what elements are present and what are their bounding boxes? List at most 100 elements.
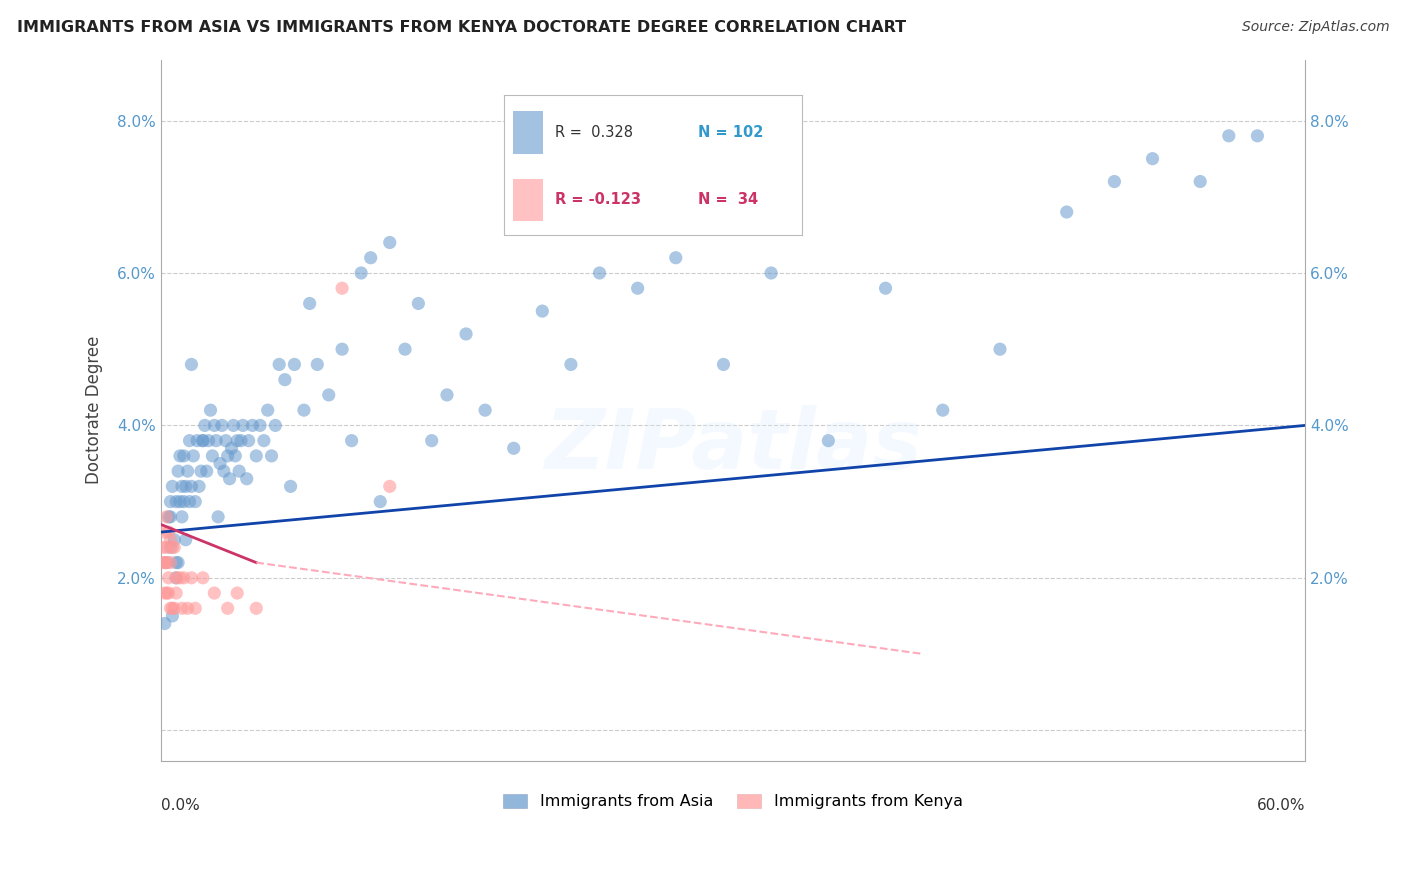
Point bbox=[205, 434, 228, 448]
Point bbox=[249, 418, 271, 433]
Point bbox=[188, 479, 211, 493]
Point bbox=[360, 251, 382, 265]
Point bbox=[209, 457, 232, 471]
Point bbox=[212, 464, 235, 478]
Point bbox=[340, 434, 363, 448]
Point bbox=[394, 342, 416, 356]
Point bbox=[162, 479, 184, 493]
Text: ZIPatlas: ZIPatlas bbox=[544, 405, 922, 486]
Point bbox=[1218, 128, 1240, 143]
Point bbox=[191, 434, 214, 448]
Point bbox=[167, 464, 190, 478]
Point bbox=[194, 418, 217, 433]
Point bbox=[420, 434, 443, 448]
Point bbox=[165, 586, 187, 600]
Point bbox=[170, 601, 193, 615]
Point bbox=[180, 479, 202, 493]
Point bbox=[474, 403, 496, 417]
Point bbox=[283, 358, 305, 372]
Point bbox=[159, 601, 181, 615]
Y-axis label: Doctorate Degree: Doctorate Degree bbox=[86, 336, 103, 484]
Point bbox=[280, 479, 302, 493]
Point bbox=[292, 403, 315, 417]
Point bbox=[245, 601, 267, 615]
Legend: Immigrants from Asia, Immigrants from Kenya: Immigrants from Asia, Immigrants from Ke… bbox=[496, 788, 969, 816]
Point bbox=[173, 449, 195, 463]
Point bbox=[169, 494, 191, 508]
Point bbox=[253, 434, 276, 448]
Point bbox=[197, 434, 219, 448]
Point bbox=[318, 388, 340, 402]
Point bbox=[174, 533, 197, 547]
Point bbox=[378, 479, 401, 493]
Point bbox=[153, 586, 176, 600]
Point bbox=[713, 358, 735, 372]
Point bbox=[330, 281, 353, 295]
Point bbox=[531, 304, 554, 318]
Point bbox=[180, 358, 202, 372]
Point bbox=[269, 358, 291, 372]
Point bbox=[174, 479, 197, 493]
Point bbox=[162, 609, 184, 624]
Point bbox=[274, 373, 297, 387]
Point bbox=[183, 449, 205, 463]
Point bbox=[169, 449, 191, 463]
Point bbox=[235, 472, 257, 486]
Point bbox=[165, 494, 187, 508]
Point bbox=[170, 509, 193, 524]
Point bbox=[162, 541, 184, 555]
Point bbox=[191, 571, 214, 585]
Point bbox=[238, 434, 260, 448]
Point bbox=[201, 449, 224, 463]
Text: 60.0%: 60.0% bbox=[1257, 797, 1305, 813]
Point bbox=[156, 556, 179, 570]
Point bbox=[817, 434, 839, 448]
Point bbox=[226, 586, 249, 600]
Point bbox=[169, 571, 191, 585]
Point bbox=[152, 541, 174, 555]
Point bbox=[502, 442, 524, 456]
Point bbox=[152, 556, 174, 570]
Point bbox=[202, 418, 225, 433]
Point bbox=[163, 541, 186, 555]
Point bbox=[153, 616, 176, 631]
Point bbox=[224, 449, 246, 463]
Point bbox=[350, 266, 373, 280]
Point bbox=[264, 418, 287, 433]
Point bbox=[226, 434, 249, 448]
Point bbox=[159, 556, 181, 570]
Point bbox=[179, 494, 201, 508]
Point bbox=[156, 586, 179, 600]
Point bbox=[242, 418, 264, 433]
Point bbox=[217, 601, 239, 615]
Point bbox=[163, 533, 186, 547]
Point bbox=[665, 251, 688, 265]
Point bbox=[298, 296, 321, 310]
Point bbox=[260, 449, 283, 463]
Point bbox=[165, 571, 187, 585]
Point bbox=[368, 494, 391, 508]
Point bbox=[1056, 205, 1078, 219]
Point bbox=[307, 358, 329, 372]
Point bbox=[179, 434, 201, 448]
Point bbox=[988, 342, 1011, 356]
Point bbox=[207, 509, 229, 524]
Point bbox=[627, 281, 650, 295]
Point bbox=[211, 418, 233, 433]
Point bbox=[875, 281, 897, 295]
Text: IMMIGRANTS FROM ASIA VS IMMIGRANTS FROM KENYA DOCTORATE DEGREE CORRELATION CHART: IMMIGRANTS FROM ASIA VS IMMIGRANTS FROM … bbox=[17, 20, 905, 35]
Point bbox=[173, 571, 195, 585]
Point bbox=[759, 266, 782, 280]
Point bbox=[191, 434, 214, 448]
Point bbox=[436, 388, 458, 402]
Point bbox=[190, 464, 212, 478]
Point bbox=[186, 434, 208, 448]
Point bbox=[162, 601, 184, 615]
Point bbox=[228, 464, 250, 478]
Point bbox=[222, 418, 245, 433]
Point bbox=[176, 601, 198, 615]
Point bbox=[1104, 175, 1126, 189]
Point bbox=[157, 571, 180, 585]
Point bbox=[215, 434, 238, 448]
Point bbox=[165, 556, 187, 570]
